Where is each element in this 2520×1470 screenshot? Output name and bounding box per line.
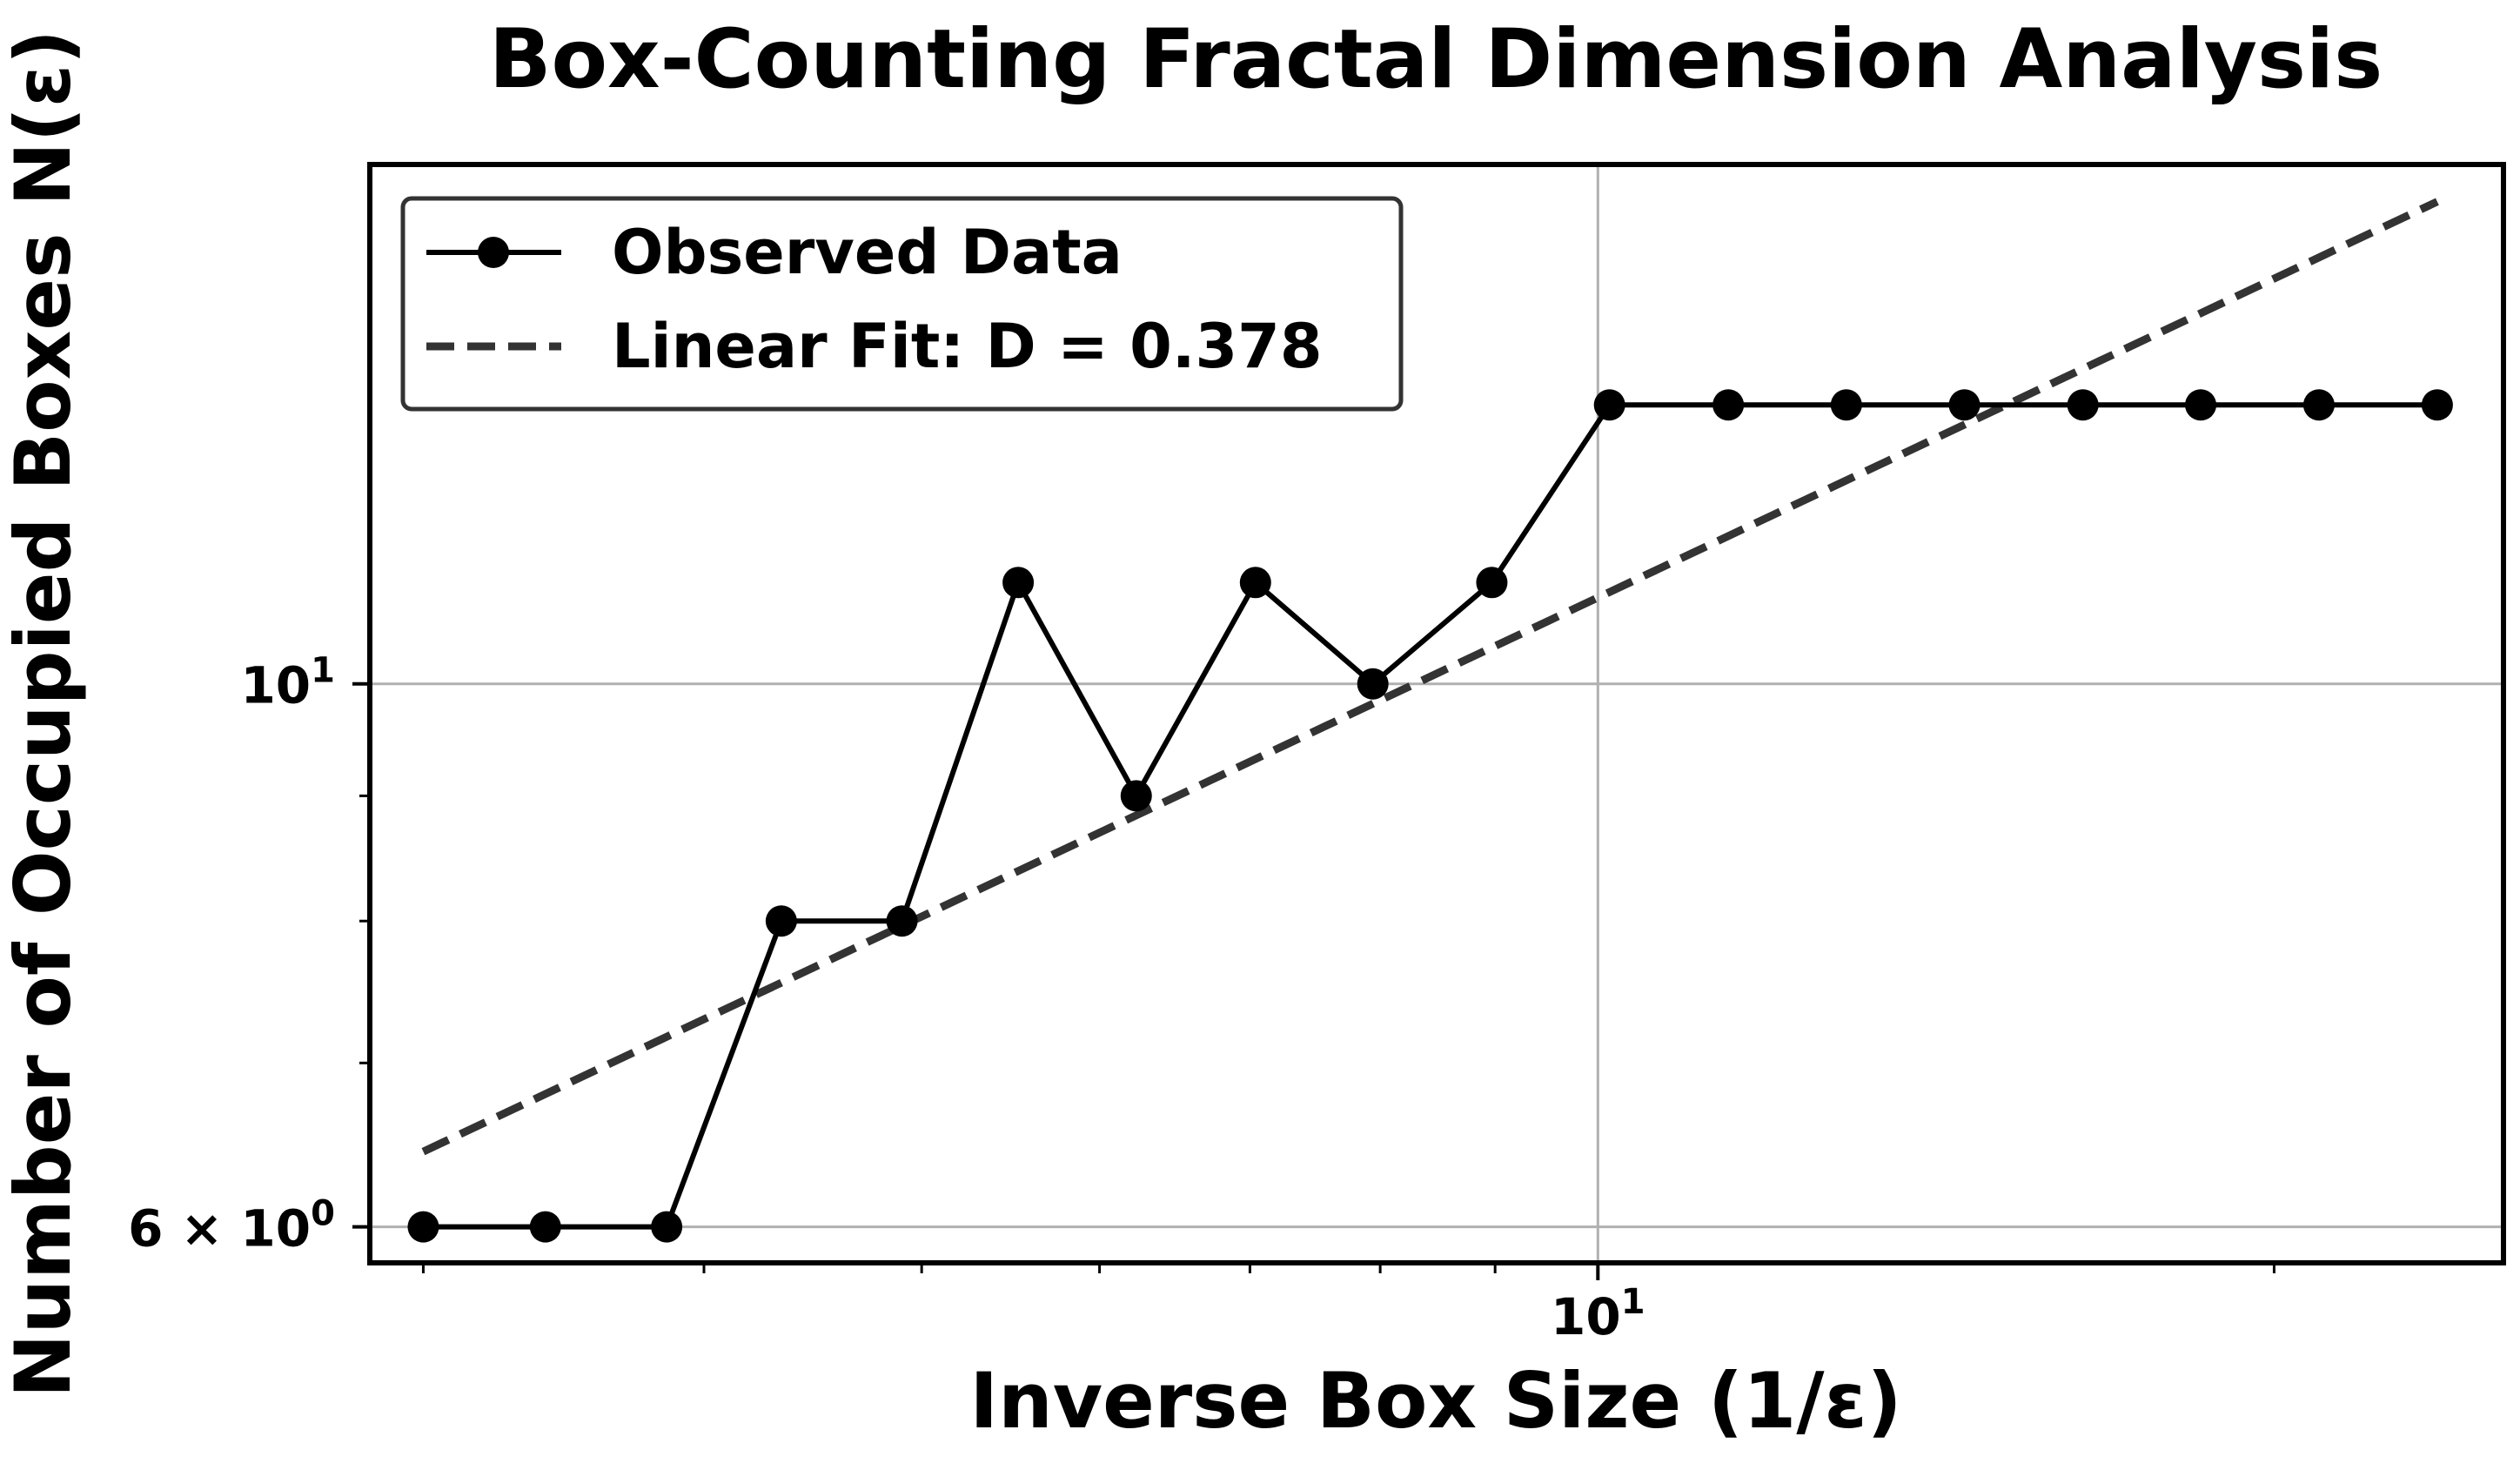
legend-fit-label: Linear Fit: D = 0.378 [612,311,1323,382]
data-point [1357,668,1389,700]
data-point [2185,389,2217,421]
legend: Observed Data Linear Fit: D = 0.378 [400,196,1404,412]
y-tick-label: 101 [240,651,335,715]
data-point [2302,389,2335,421]
data-point [651,1211,683,1243]
data-point [2067,389,2099,421]
data-point [1120,780,1152,812]
data-point [1948,389,1980,421]
data-point [1476,567,1508,599]
chart-title: Box-Counting Fractal Dimension Analysis [489,12,2383,107]
legend-box [400,196,1404,412]
data-point [765,905,797,937]
data-point [2421,389,2453,421]
fit-line [421,198,2439,1156]
data-point [1593,389,1625,421]
data-point [529,1211,561,1243]
data-point [1712,389,1745,421]
grid-lines [370,164,2503,1263]
y-axis-label: Number of Occupied Boxes N(ε) [0,30,88,1398]
x-tick-label: 101 [1551,1282,1645,1346]
legend-observed-label: Observed Data [612,217,1123,288]
plot-frame [367,162,2506,1265]
observed-data-line [423,402,2437,1230]
data-point [1002,567,1035,599]
y-tick-label: 6 × 100 [128,1194,335,1259]
data-point [1239,567,1271,599]
fit-line-layer [421,198,2439,1156]
data-point [1830,389,1862,421]
axis-ticks: 101 101 6 × 100 [128,651,2275,1346]
observed-data-layer [407,389,2453,1243]
data-point [407,1211,439,1243]
legend-observed-marker [478,237,509,268]
data-point [886,905,918,937]
x-axis-label: Inverse Box Size (1/ε) [969,1356,1901,1446]
